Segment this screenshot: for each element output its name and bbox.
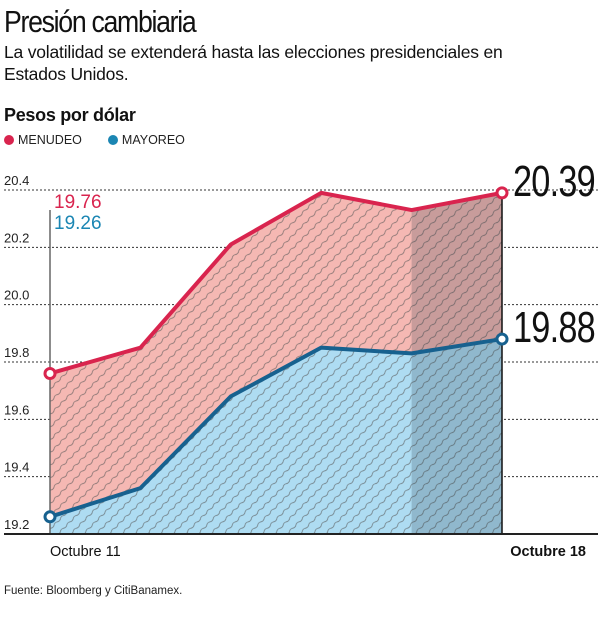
y-tick-label: 19.8 [4, 345, 29, 360]
legend-dot-mayoreo-icon [107, 135, 118, 145]
highlight-region [411, 192, 502, 534]
line-menudeo [49, 190, 503, 376]
chart-title: Presión cambiaria [4, 4, 197, 39]
x-label-end: Octubre 18 [510, 544, 586, 560]
legend-item-mayoreo: MAYOREO [107, 133, 185, 147]
x-label-start: Octubre 11 [50, 544, 121, 560]
areas [50, 192, 502, 534]
area-hatch-mayoreo [50, 339, 502, 534]
start-label-mayoreo: 19.26 [54, 213, 102, 234]
end-label-mayoreo: 19.88 [513, 303, 595, 352]
markers [43, 186, 509, 524]
legend-item-menudeo: MENUDEO [4, 133, 82, 147]
legend-label-menudeo: MENUDEO [18, 133, 82, 147]
y-axis-labels: 19.2 19.4 19.6 19.8 20.0 20.2 20.4 [4, 173, 29, 532]
end-label-menudeo: 20.39 [513, 157, 595, 206]
y-tick-label: 19.4 [4, 460, 29, 475]
point-marker-menudeo [495, 186, 509, 200]
legend-label-mayoreo: MAYOREO [121, 133, 185, 147]
source-note: Fuente: Bloomberg y CitiBanamex. [4, 585, 183, 597]
point-marker-mayoreo [43, 510, 57, 524]
y-tick-label: 19.6 [4, 402, 29, 417]
start-label-menudeo: 19.76 [54, 192, 102, 213]
series-lines [49, 190, 503, 519]
line-mayoreo [49, 337, 503, 519]
legend-dot-menudeo-icon [4, 135, 14, 145]
y-tick-label: 20.0 [4, 288, 29, 303]
unit-label: Pesos por dólar [4, 105, 136, 125]
point-marker-menudeo [43, 366, 57, 380]
value-labels: 19.76 19.26 20.39 19.88 Octubre 11 Octub… [50, 157, 596, 560]
overlay [411, 192, 502, 534]
y-tick-label: 20.2 [4, 230, 29, 245]
chart-subtitle: La volatilidad se extenderá hasta las el… [4, 42, 503, 84]
y-tick-label: 19.2 [4, 517, 29, 532]
legend: MENUDEO MAYOREO [4, 133, 185, 147]
y-tick-label: 20.4 [4, 173, 29, 188]
point-marker-mayoreo [495, 332, 509, 346]
